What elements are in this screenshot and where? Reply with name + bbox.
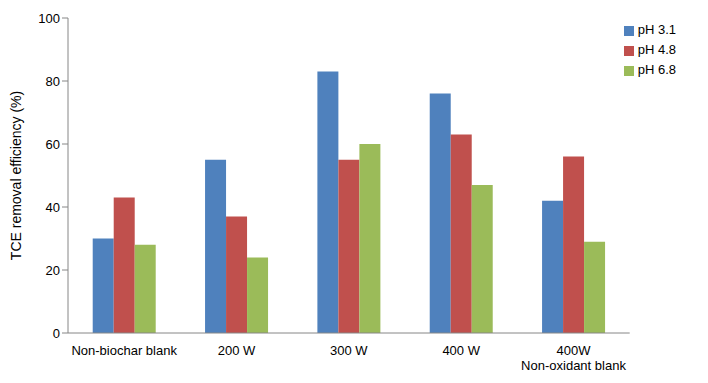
svg-text:60: 60 <box>46 137 60 152</box>
html-text:pH 3.1: pH 3.1 <box>637 22 676 37</box>
svg-text:400WNon-oxidant blank: 400WNon-oxidant blank <box>521 343 626 373</box>
svg-text:200 W: 200 W <box>218 343 256 358</box>
svg-text:40: 40 <box>46 200 60 215</box>
svg-text:80: 80 <box>46 74 60 89</box>
svg-text:400 W: 400 W <box>442 343 480 358</box>
html-text:pH 4.8: pH 4.8 <box>637 42 676 57</box>
svg-text:100: 100 <box>38 11 60 26</box>
html-text:pH 6.8: pH 6.8 <box>637 62 676 77</box>
svg-text:20: 20 <box>46 263 60 278</box>
svg-text:Non-biochar blank: Non-biochar blank <box>71 343 177 358</box>
svg-text:TCE removal efficiency (%): TCE removal efficiency (%) <box>8 91 24 260</box>
svg-text:300 W: 300 W <box>330 343 368 358</box>
svg-text:0: 0 <box>53 326 60 341</box>
